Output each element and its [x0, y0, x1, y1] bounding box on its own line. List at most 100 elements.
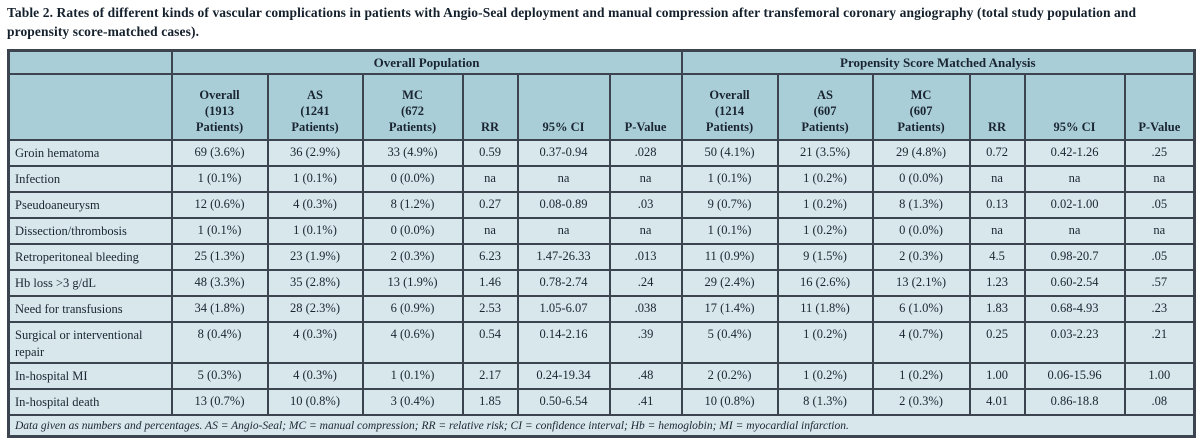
value-cell: 1.00: [1123, 361, 1196, 390]
value-cell: 10 (0.8%): [680, 387, 779, 416]
value-cell: 1 (0.2%): [776, 165, 874, 194]
value-cell: .05: [1123, 243, 1196, 272]
row-label: Hb loss >3 g/dL: [7, 269, 173, 298]
col-header-rr-right: RR: [968, 73, 1026, 142]
value-cell: na: [608, 217, 683, 246]
value-cell: 1 (0.2%): [776, 217, 874, 246]
value-cell: 1.85: [461, 387, 519, 416]
complications-table: Overall Population Propensity Score Matc…: [7, 48, 1197, 438]
value-cell: 1 (0.2%): [776, 321, 874, 364]
row-label: In-hospital MI: [7, 361, 173, 390]
col-header-mc-672: MC (672 Patients): [361, 73, 464, 142]
value-cell: 1.83: [968, 295, 1026, 324]
row-label: In-hospital death: [7, 387, 173, 416]
value-cell: 2 (0.3%): [871, 243, 971, 272]
value-cell: na: [516, 165, 611, 194]
value-cell: 0.13: [968, 191, 1026, 220]
value-cell: 3 (0.4%): [361, 387, 464, 416]
value-cell: 6.23: [461, 243, 519, 272]
value-cell: na: [461, 165, 519, 194]
value-cell: 4.5: [968, 243, 1026, 272]
value-cell: 1.05-6.07: [516, 295, 611, 324]
group-header-propensity-matched: Propensity Score Matched Analysis: [680, 49, 1196, 76]
value-cell: 1 (0.2%): [776, 191, 874, 220]
value-cell: 1 (0.1%): [266, 165, 364, 194]
col-header-as-1241: AS (1241 Patients): [266, 73, 364, 142]
table-row: In-hospital death 13 (0.7%) 10 (0.8%) 3 (0.…: [7, 387, 1196, 416]
value-cell: 1 (0.1%): [170, 165, 269, 194]
empty-label-header-cell: [7, 73, 173, 142]
value-cell: 12 (0.6%): [170, 191, 269, 220]
value-cell: 16 (2.6%): [776, 269, 874, 298]
col-header-as-607: AS (607 Patients): [776, 73, 874, 142]
value-cell: 1 (0.1%): [680, 217, 779, 246]
value-cell: 36 (2.9%): [266, 139, 364, 168]
column-header-row: Overall (1913 Patients) AS (1241 Patient…: [7, 73, 1196, 142]
value-cell: 13 (1.9%): [361, 269, 464, 298]
value-cell: .24: [608, 269, 683, 298]
value-cell: 0.54: [461, 321, 519, 364]
value-cell: na: [608, 165, 683, 194]
value-cell: 1.00: [968, 361, 1026, 390]
value-cell: 9 (0.7%): [680, 191, 779, 220]
col-header-mc-607: MC (607 Patients): [871, 73, 971, 142]
value-cell: 33 (4.9%): [361, 139, 464, 168]
value-cell: 1 (0.1%): [266, 217, 364, 246]
value-cell: 13 (0.7%): [170, 387, 269, 416]
col-header-ci-left: 95% CI: [516, 73, 611, 142]
value-cell: 35 (2.8%): [266, 269, 364, 298]
col-header-pvalue-left: P-Value: [608, 73, 683, 142]
value-cell: 28 (2.3%): [266, 295, 364, 324]
value-cell: 0.59: [461, 139, 519, 168]
value-cell: 5 (0.3%): [170, 361, 269, 390]
table-header: Overall Population Propensity Score Matc…: [7, 49, 1196, 142]
value-cell: 0.27: [461, 191, 519, 220]
value-cell: 0.72: [968, 139, 1026, 168]
value-cell: 0.86-18.8: [1023, 387, 1126, 416]
value-cell: 6 (0.9%): [361, 295, 464, 324]
col-header-pvalue-right: P-Value: [1123, 73, 1196, 142]
table-row: Need for transfusions 34 (1.8%) 28 (2.3%) 6…: [7, 295, 1196, 324]
value-cell: 0 (0.0%): [361, 217, 464, 246]
value-cell: 1 (0.2%): [776, 361, 874, 390]
value-cell: na: [968, 165, 1026, 194]
row-label: Groin hematoma: [7, 139, 173, 168]
value-cell: 0.37-0.94: [516, 139, 611, 168]
value-cell: 8 (0.4%): [170, 321, 269, 364]
value-cell: 0 (0.0%): [871, 165, 971, 194]
value-cell: 1 (0.2%): [871, 361, 971, 390]
row-label: Surgical or interventional repair: [7, 321, 173, 364]
value-cell: na: [968, 217, 1026, 246]
value-cell: 1.23: [968, 269, 1026, 298]
value-cell: 9 (1.5%): [776, 243, 874, 272]
table-row: In-hospital MI 5 (0.3%) 4 (0.3%) 1 (0.1%) 2.…: [7, 361, 1196, 390]
value-cell: 4 (0.7%): [871, 321, 971, 364]
value-cell: 2.53: [461, 295, 519, 324]
value-cell: 29 (2.4%): [680, 269, 779, 298]
value-cell: 1.46: [461, 269, 519, 298]
value-cell: na: [461, 217, 519, 246]
row-label: Dissection/thrombosis: [7, 217, 173, 246]
table-row: Pseudoaneurysm 12 (0.6%) 4 (0.3%) 8 (1.2%) 0…: [7, 191, 1196, 220]
value-cell: 0 (0.0%): [871, 217, 971, 246]
value-cell: 1 (0.1%): [680, 165, 779, 194]
value-cell: 0.42-1.26: [1023, 139, 1126, 168]
value-cell: 5 (0.4%): [680, 321, 779, 364]
value-cell: 1 (0.1%): [170, 217, 269, 246]
value-cell: 1 (0.1%): [361, 361, 464, 390]
col-header-overall-1214: Overall (1214 Patients): [680, 73, 779, 142]
col-header-ci-right: 95% CI: [1023, 73, 1126, 142]
value-cell: 11 (0.9%): [680, 243, 779, 272]
value-cell: 23 (1.9%): [266, 243, 364, 272]
value-cell: .23: [1123, 295, 1196, 324]
value-cell: .57: [1123, 269, 1196, 298]
value-cell: 0.14-2.16: [516, 321, 611, 364]
value-cell: 25 (1.3%): [170, 243, 269, 272]
row-label: Need for transfusions: [7, 295, 173, 324]
value-cell: 69 (3.6%): [170, 139, 269, 168]
value-cell: 0.02-1.00: [1023, 191, 1126, 220]
value-cell: .03: [608, 191, 683, 220]
value-cell: 2 (0.2%): [680, 361, 779, 390]
value-cell: 0 (0.0%): [361, 165, 464, 194]
value-cell: 0.03-2.23: [1023, 321, 1126, 364]
